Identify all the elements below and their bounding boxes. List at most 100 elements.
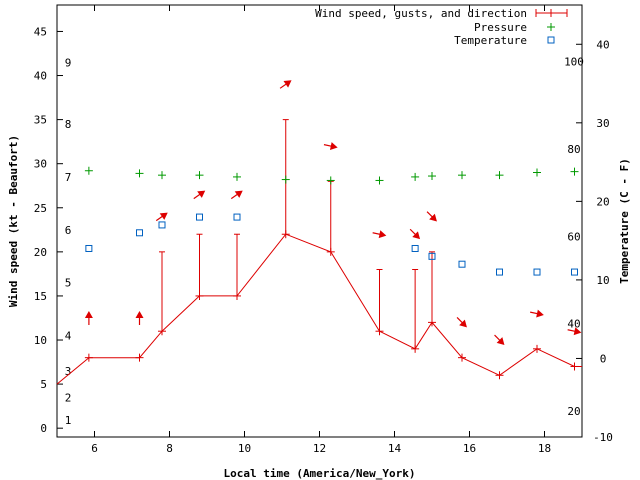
y-left-tick-label: 25: [34, 202, 47, 215]
wind-speed-point: [533, 344, 541, 353]
y-left-tick-label: 35: [34, 114, 47, 127]
pressure-point: [428, 172, 436, 181]
temperature-point: [496, 268, 503, 276]
legend-temperature-label: Temperature: [454, 34, 527, 47]
y-right-tick-label: 30: [596, 117, 609, 130]
wind-speed-line: [56, 233, 582, 385]
pressure-point: [533, 168, 541, 177]
y-right-tick-label: 0: [600, 352, 607, 365]
legend: Wind speed, gusts, and direction Pressur…: [315, 7, 568, 47]
legend-wind-label: Wind speed, gusts, and direction: [315, 7, 527, 20]
beaufort-label: 2: [65, 391, 72, 404]
fahrenheit-labels: 20 40 60 80 100: [564, 56, 584, 418]
legend-wind-key: [535, 9, 568, 17]
wind-speed-point: [495, 371, 504, 380]
y-right-tick-label: 20: [596, 195, 609, 208]
legend-pressure-key: [547, 23, 555, 31]
wind-direction-arrow: [426, 211, 437, 222]
legend-temperature-marker: [547, 36, 555, 44]
temperature-point: [411, 244, 419, 252]
x-tick-label: 6: [91, 442, 98, 455]
fahrenheit-label: 40: [567, 318, 580, 331]
y-axis-right: -10 0 10 20 30 40: [576, 38, 613, 444]
wind-speed-point: [281, 230, 290, 239]
wind-direction-arrow: [567, 327, 582, 336]
y-axis-left: 0 5 10 15 20 25 30 35 40 45: [34, 25, 63, 435]
x-tick-label: 12: [313, 442, 326, 455]
pressure-point: [458, 171, 466, 180]
wind-direction-arrow: [409, 228, 421, 240]
pressure-point: [195, 171, 204, 180]
y-axis-right-title: Temperature (C - F): [618, 158, 631, 284]
pressure-point: [375, 176, 384, 185]
pressure-point: [158, 171, 166, 180]
wind-direction-arrow: [279, 80, 292, 89]
wind-speed-point: [428, 318, 436, 327]
beaufort-labels: 1 2 3 4 5 6 7 8 9: [65, 56, 72, 427]
beaufort-label: 1: [65, 414, 72, 427]
fahrenheit-label: 20: [567, 405, 580, 418]
temperature-point: [158, 221, 166, 229]
pressure-point: [281, 175, 290, 184]
temperature-point: [458, 260, 466, 268]
x-tick-label: 16: [463, 442, 476, 455]
y-left-tick-label: 30: [34, 158, 47, 171]
temperature-point: [196, 213, 203, 221]
y-left-tick-label: 0: [40, 422, 47, 435]
legend-pressure-label: Pressure: [474, 21, 527, 34]
wind-speed-point: [158, 327, 166, 336]
pressure-point: [570, 167, 579, 176]
y-left-tick-label: 15: [34, 290, 47, 303]
x-tick-label: 10: [238, 442, 251, 455]
wind-direction-arrow: [135, 311, 144, 325]
pressure-point: [233, 172, 241, 181]
y-right-tick-label: -10: [593, 431, 613, 444]
y-right-tick-label: 40: [596, 38, 609, 51]
wind-direction-arrow: [530, 309, 544, 318]
wind-direction-arrow: [456, 317, 467, 328]
wind-speed-point: [458, 353, 466, 362]
beaufort-label: 8: [65, 118, 72, 131]
wind-direction-arrow: [84, 311, 93, 325]
wind-direction-arrow: [193, 190, 206, 200]
temperature-series: [85, 213, 578, 276]
beaufort-label: 7: [65, 171, 72, 184]
y-left-tick-label: 45: [34, 25, 47, 38]
fahrenheit-label: 60: [567, 230, 580, 243]
x-tick-label: 8: [166, 442, 173, 455]
x-axis: 6 8 10 12 14 16 18: [91, 5, 551, 455]
temperature-point: [571, 268, 578, 276]
legend-pressure-marker: [547, 23, 555, 31]
y-left-tick-label: 20: [34, 246, 47, 259]
wind-series: [56, 119, 582, 385]
pressure-series: [84, 166, 579, 185]
y-axis-left-title: Wind speed (kt - Beaufort): [7, 135, 20, 307]
wind-speed-point: [233, 291, 241, 300]
pressure-point: [84, 166, 93, 175]
y-left-tick-label: 5: [40, 378, 47, 391]
wind-speed-point: [84, 353, 93, 362]
pressure-point: [135, 169, 144, 178]
wind-speed-point: [195, 291, 204, 300]
wind-speed-point: [375, 327, 384, 336]
x-axis-title: Local time (America/New_York): [223, 467, 415, 480]
temperature-point: [233, 213, 241, 221]
wind-speed-point: [411, 344, 420, 353]
wind-direction-arrow: [494, 334, 505, 345]
wind-direction-arrows: [84, 80, 582, 345]
beaufort-label: 4: [65, 330, 72, 343]
wind-speed-point: [570, 362, 579, 371]
y-left-tick-label: 40: [34, 70, 47, 83]
wind-direction-arrow: [230, 190, 243, 200]
x-tick-label: 14: [388, 442, 402, 455]
legend-temperature-key: [547, 36, 555, 44]
pressure-point: [326, 176, 335, 185]
beaufort-label: 6: [65, 224, 72, 237]
beaufort-label: 5: [65, 277, 72, 290]
pressure-point: [411, 172, 420, 181]
wind-speed-point: [326, 247, 335, 256]
wind-direction-arrow: [323, 142, 338, 151]
wind-speed-point: [135, 353, 144, 362]
beaufort-label: 3: [65, 365, 72, 378]
